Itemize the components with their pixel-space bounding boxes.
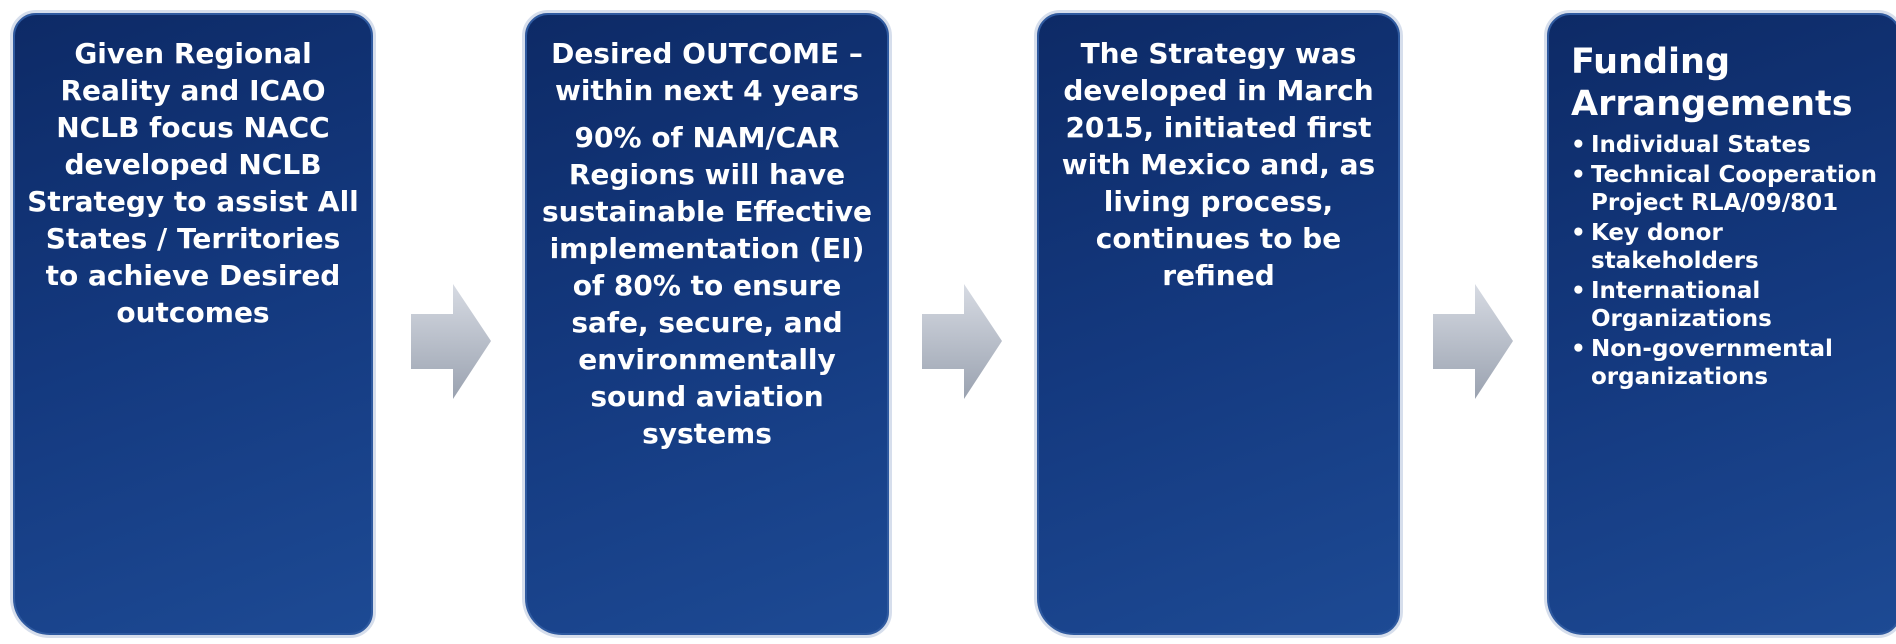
- text-line: 2015, initiated first: [1065, 111, 1372, 144]
- text-line: of 80% to ensure: [572, 269, 842, 302]
- bullet-line: Project RLA/09/801: [1591, 190, 1839, 216]
- text-line: 90% of NAM/CAR: [574, 121, 840, 154]
- text-line: The Strategy was: [1080, 37, 1357, 70]
- text-line: with Mexico and, as: [1061, 148, 1376, 181]
- heading-line: Desired OUTCOME –: [551, 37, 863, 70]
- text-line: outcomes: [116, 296, 270, 329]
- text-line: developed in March: [1063, 74, 1374, 107]
- text-line: NCLB focus NACC: [56, 111, 330, 144]
- spacer: [525, 109, 889, 119]
- bullet-line: Key donor: [1591, 220, 1723, 246]
- text-line: living process,: [1103, 185, 1334, 218]
- bullet-item: Individual States: [1571, 131, 1896, 159]
- title-line: Funding: [1571, 42, 1731, 82]
- title-line: Arrangements: [1571, 84, 1853, 124]
- bullet-line: Individual States: [1591, 132, 1811, 158]
- text-line: Regions will have: [568, 158, 846, 191]
- step-box: The Strategy was developed in March 2015, …: [1034, 10, 1403, 638]
- text-line: environmentally: [578, 343, 836, 376]
- text-line: States / Territories: [45, 222, 341, 255]
- step-box: Desired OUTCOME – within next 4 years 90% …: [522, 10, 892, 638]
- text-line: developed NCLB: [64, 148, 322, 181]
- bullet-line: Non-governmental: [1591, 336, 1833, 362]
- bullet-line: organizations: [1591, 364, 1769, 390]
- arrow: [411, 284, 491, 399]
- text-line: refined: [1162, 259, 1275, 292]
- text-line: systems: [642, 417, 772, 450]
- text-line: implementation (EI): [549, 232, 865, 265]
- bullet-line: Technical Cooperation: [1591, 162, 1878, 188]
- text-line: safe, secure, and: [571, 306, 843, 339]
- bullet-line: Organizations: [1591, 306, 1772, 332]
- text-line: Given Regional: [74, 37, 312, 70]
- heading-line: within next 4 years: [554, 74, 860, 107]
- arrow: [1433, 284, 1513, 399]
- arrow: [922, 284, 1002, 399]
- text-line: sustainable Effective: [542, 195, 872, 228]
- bullet-line: International: [1591, 278, 1761, 304]
- text-line: continues to be: [1095, 222, 1342, 255]
- text-line: Reality and ICAO: [60, 74, 326, 107]
- step-box: Given Regional Reality and ICAO NCLB focus…: [10, 10, 376, 638]
- box-title: Funding Arrangements: [1547, 13, 1896, 125]
- bullet-line: stakeholders: [1591, 248, 1759, 274]
- text-line: Strategy to assist All: [27, 185, 359, 218]
- text-line: to achieve Desired: [45, 259, 341, 292]
- bullet-list: Individual States Technical CooperationPr…: [1547, 125, 1896, 391]
- text-line: sound aviation: [590, 380, 824, 413]
